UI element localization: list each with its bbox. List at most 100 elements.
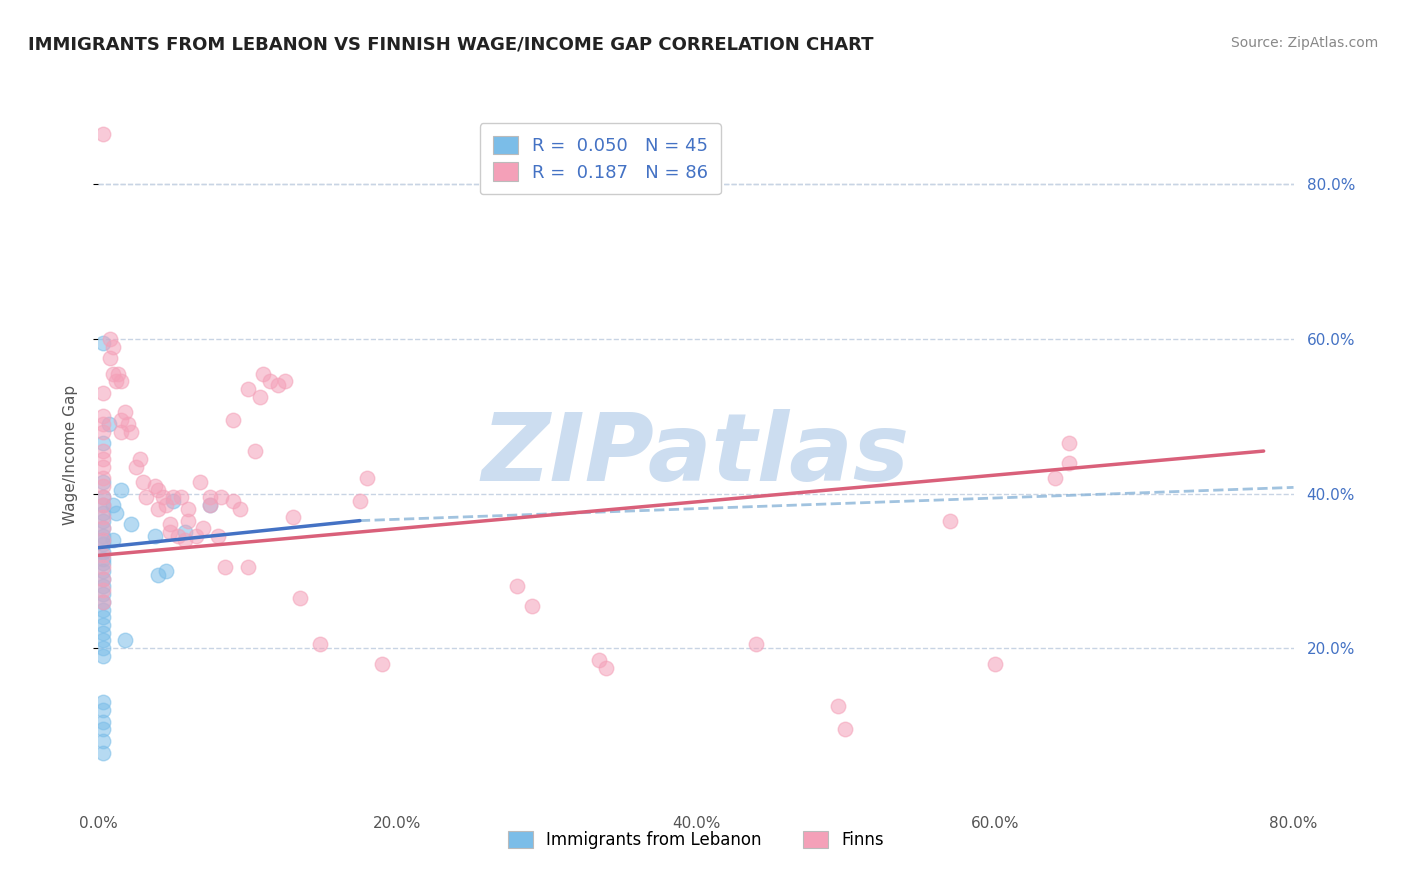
- Point: [834, 723, 856, 737]
- Point: [91, 506, 114, 520]
- Point: [177, 514, 200, 528]
- Point: [125, 459, 148, 474]
- Text: Source: ZipAtlas.com: Source: ZipAtlas.com: [1230, 36, 1378, 50]
- Point: [349, 494, 371, 508]
- Point: [91, 703, 114, 717]
- Point: [91, 409, 114, 424]
- Point: [91, 436, 114, 450]
- Point: [91, 335, 114, 350]
- Point: [267, 378, 290, 392]
- Point: [159, 517, 181, 532]
- Point: [506, 579, 529, 593]
- Point: [129, 451, 152, 466]
- Point: [209, 491, 232, 505]
- Point: [91, 533, 114, 547]
- Point: [91, 587, 114, 601]
- Point: [249, 390, 271, 404]
- Point: [91, 491, 114, 505]
- Point: [91, 475, 114, 489]
- Point: [174, 525, 197, 540]
- Point: [91, 695, 114, 709]
- Point: [120, 517, 142, 532]
- Point: [169, 491, 191, 505]
- Point: [91, 451, 114, 466]
- Point: [91, 498, 114, 512]
- Point: [91, 444, 114, 458]
- Point: [91, 549, 114, 563]
- Point: [105, 506, 128, 520]
- Point: [745, 637, 768, 651]
- Point: [1059, 456, 1081, 470]
- Point: [91, 746, 114, 760]
- Point: [110, 483, 132, 497]
- Point: [200, 498, 222, 512]
- Point: [91, 459, 114, 474]
- Point: [91, 595, 114, 609]
- Point: [229, 502, 252, 516]
- Point: [143, 529, 166, 543]
- Point: [97, 417, 120, 431]
- Point: [595, 660, 617, 674]
- Point: [166, 529, 188, 543]
- Point: [152, 491, 174, 505]
- Point: [91, 417, 114, 431]
- Point: [91, 595, 114, 609]
- Point: [91, 625, 114, 640]
- Point: [588, 653, 610, 667]
- Point: [1059, 436, 1081, 450]
- Point: [105, 375, 128, 389]
- Point: [107, 367, 129, 381]
- Point: [177, 502, 200, 516]
- Point: [110, 413, 132, 427]
- Point: [91, 544, 114, 558]
- Point: [91, 509, 114, 524]
- Point: [214, 560, 236, 574]
- Point: [91, 572, 114, 586]
- Point: [91, 127, 114, 141]
- Point: [117, 417, 139, 431]
- Point: [356, 471, 378, 485]
- Point: [148, 483, 170, 497]
- Point: [91, 491, 114, 505]
- Point: [236, 382, 259, 396]
- Point: [222, 413, 245, 427]
- Point: [200, 491, 222, 505]
- Point: [91, 479, 114, 493]
- Point: [939, 514, 962, 528]
- Point: [371, 657, 394, 671]
- Point: [245, 444, 267, 458]
- Point: [91, 537, 114, 551]
- Point: [91, 425, 114, 439]
- Point: [222, 494, 245, 508]
- Point: [281, 509, 304, 524]
- Point: [135, 491, 157, 505]
- Point: [114, 405, 136, 419]
- Point: [259, 375, 281, 389]
- Point: [274, 375, 297, 389]
- Point: [162, 494, 184, 508]
- Point: [155, 564, 177, 578]
- Point: [103, 367, 125, 381]
- Point: [91, 618, 114, 632]
- Point: [91, 533, 114, 547]
- Point: [91, 641, 114, 656]
- Point: [91, 572, 114, 586]
- Point: [91, 529, 114, 543]
- Point: [120, 425, 142, 439]
- Point: [91, 498, 114, 512]
- Point: [91, 552, 114, 566]
- Point: [984, 657, 1007, 671]
- Point: [110, 375, 132, 389]
- Text: IMMIGRANTS FROM LEBANON VS FINNISH WAGE/INCOME GAP CORRELATION CHART: IMMIGRANTS FROM LEBANON VS FINNISH WAGE/…: [28, 36, 873, 54]
- Point: [103, 340, 125, 354]
- Point: [91, 610, 114, 624]
- Point: [114, 633, 136, 648]
- Point: [200, 498, 222, 512]
- Point: [191, 521, 214, 535]
- Point: [91, 386, 114, 401]
- Point: [132, 475, 155, 489]
- Point: [98, 351, 122, 366]
- Point: [91, 723, 114, 737]
- Point: [148, 567, 170, 582]
- Point: [308, 637, 330, 651]
